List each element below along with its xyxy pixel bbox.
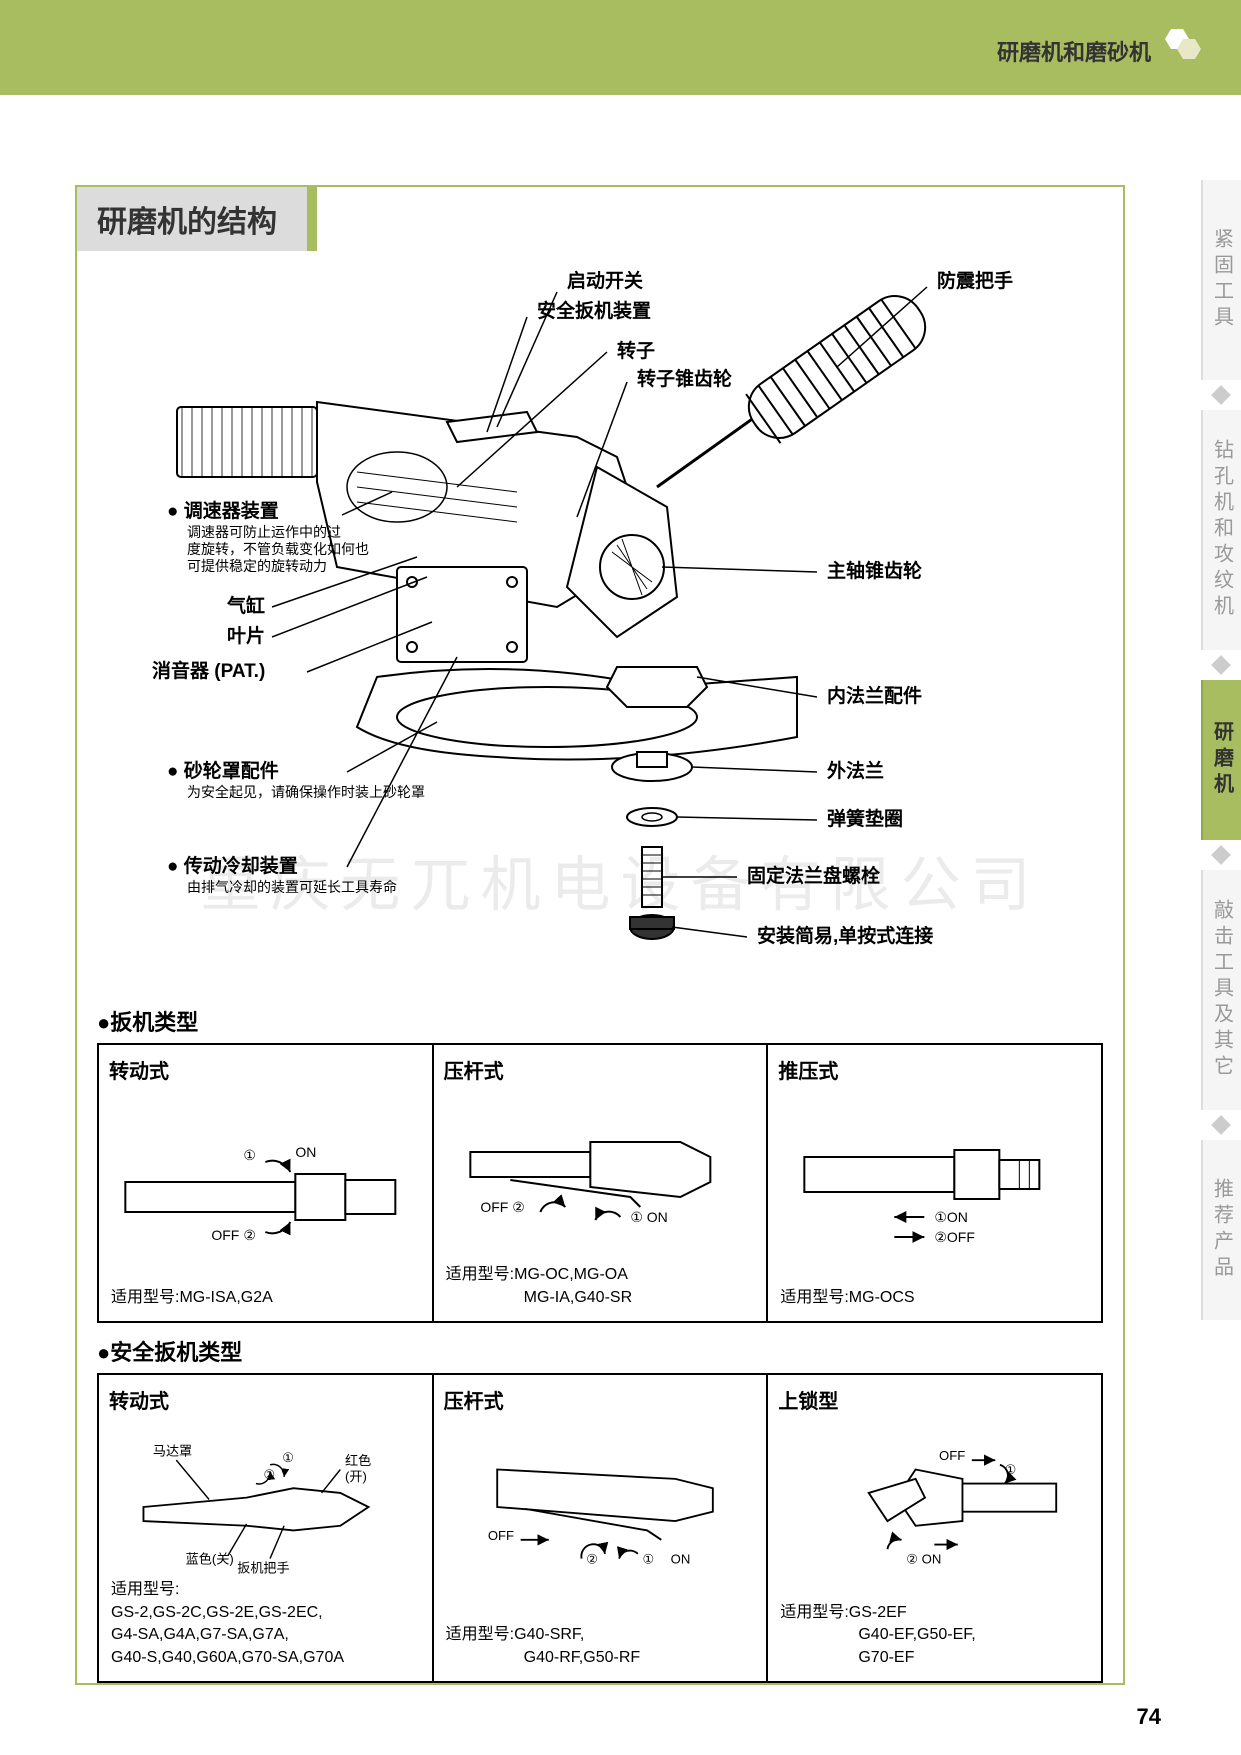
tab-divider-icon	[1211, 845, 1231, 865]
trigger-section-title: ●扳机类型	[97, 1005, 1123, 1037]
side-tabs: 紧固工具 钻孔机和攻纹机 研磨机 敲击工具及其它 推荐产品	[1201, 180, 1241, 1323]
svg-text:①: ①	[243, 1147, 256, 1163]
svg-text:OFF: OFF	[211, 1227, 239, 1243]
label-spindle-gear: 主轴锥齿轮	[827, 559, 922, 582]
label-rotor: 转子	[617, 339, 655, 362]
svg-text:①: ①	[282, 1450, 294, 1465]
svg-text:蓝色(关): 蓝色(关)	[186, 1550, 234, 1566]
cell-title: 转动式	[109, 1055, 422, 1084]
safety-cell-rotary: 转动式 马达罩 扳机把手 红色 (开) 蓝色(关) ① ② 适用型号:	[97, 1373, 434, 1683]
svg-text:(开): (开)	[345, 1469, 367, 1484]
section-title: 研磨机的结构	[75, 185, 317, 251]
safety-section-title: ●安全扳机类型	[97, 1335, 1123, 1367]
page-number: 74	[1137, 1704, 1161, 1730]
label-inner-flange: 内法兰配件	[827, 684, 922, 707]
svg-text:ON: ON	[670, 1551, 690, 1566]
cell-title: 上锁型	[778, 1385, 1091, 1414]
cell-title: 转动式	[109, 1385, 422, 1414]
svg-text:②OFF: ②OFF	[935, 1229, 976, 1245]
svg-text:②: ②	[586, 1551, 598, 1566]
label-fixing-bolt: 固定法兰盘螺栓	[747, 864, 880, 887]
cell-models: 适用型号:G40-SRF, G40-RF,G50-RF	[446, 1624, 755, 1669]
tab-divider-icon	[1211, 1115, 1231, 1135]
safety-section: ●安全扳机类型 转动式 马达罩 扳机把手 红色 (开) 蓝色(关) ① ②	[77, 1327, 1123, 1683]
svg-text:①: ①	[642, 1551, 654, 1566]
cell-models: 适用型号:MG-ISA,G2A	[111, 1287, 420, 1309]
safety-cell-lock: 上锁型 OFF ① ② ON 适用型号:GS-2EF G40-EF,G50-EF…	[768, 1373, 1103, 1683]
label-governor-d1: 调速器可防止运作中的过	[187, 524, 341, 540]
content-frame: 研磨机的结构	[75, 185, 1125, 1685]
trigger-cell-push: 推压式 ①ON ②OFF 适用型号:MG-OCS	[768, 1043, 1103, 1323]
top-bar: 研磨机和磨砂机	[0, 0, 1241, 95]
trigger-section: ●扳机类型 转动式 ON ① ② OFF 适用型号:MG-I	[77, 997, 1123, 1323]
tab-divider-icon	[1211, 655, 1231, 675]
trigger-cell-rotary: 转动式 ON ① ② OFF 适用型号:MG-ISA,G2A	[97, 1043, 434, 1323]
trigger-lever-diagram: OFF ② ① ON	[444, 1102, 757, 1252]
side-tab-drill[interactable]: 钻孔机和攻纹机	[1201, 410, 1241, 650]
safety-lever-diagram: OFF ② ① ON	[444, 1432, 757, 1582]
category-label: 研磨机和磨砂机	[997, 35, 1151, 67]
label-rotor-gear: 转子锥齿轮	[637, 367, 732, 390]
svg-text:OFF: OFF	[939, 1448, 965, 1463]
svg-text:OFF ②: OFF ②	[480, 1199, 524, 1215]
cell-models: 适用型号:MG-OC,MG-OA MG-IA,G40-SR	[446, 1264, 755, 1309]
label-cylinder: 气缸	[226, 594, 265, 617]
cell-models: 适用型号:MG-OCS	[780, 1287, 1089, 1309]
label-guard: ● 砂轮罩配件	[167, 759, 279, 782]
cell-models: 适用型号: GS-2,GS-2C,GS-2E,GS-2EC, G4-SA,G4A…	[111, 1579, 420, 1669]
label-cooling-desc: 由排气冷却的装置可延长工具寿命	[187, 879, 397, 895]
label-start-switch: 启动开关	[567, 269, 643, 292]
cell-models: 适用型号:GS-2EF G40-EF,G50-EF, G70-EF	[780, 1602, 1089, 1669]
main-diagram: 启动开关 安全扳机装置 转子 转子锥齿轮 防震把手 ● 调速器装置 调速器可防止…	[97, 257, 1097, 987]
safety-lock-diagram: OFF ① ② ON	[778, 1432, 1091, 1582]
side-tab-recommend[interactable]: 推荐产品	[1201, 1140, 1241, 1320]
svg-text:①ON: ①ON	[935, 1209, 969, 1225]
svg-text:① ON: ① ON	[630, 1209, 667, 1225]
cell-title: 推压式	[778, 1055, 1091, 1084]
safety-cell-lever: 压杆式 OFF ② ① ON 适用型号:G40-SRF, G40-RF,G50-…	[434, 1373, 769, 1683]
svg-text:②: ②	[243, 1227, 256, 1243]
svg-text:扳机把手: 扳机把手	[237, 1561, 289, 1576]
label-silencer: 消音器 (PAT.)	[152, 659, 265, 682]
svg-text:ON: ON	[295, 1144, 316, 1160]
cell-title: 压杆式	[444, 1055, 757, 1084]
trigger-cell-lever: 压杆式 OFF ② ① ON 适用型号:MG-OC,MG-OA MG-IA,G4…	[434, 1043, 769, 1323]
label-governor-d3: 可提供稳定的旋转动力	[187, 558, 327, 574]
side-tab-fastening[interactable]: 紧固工具	[1201, 180, 1241, 380]
label-outer-flange: 外法兰	[827, 759, 884, 782]
label-spring-washer: 弹簧垫圈	[827, 807, 903, 830]
side-tab-grinder[interactable]: 研磨机	[1201, 680, 1241, 840]
side-tab-impact[interactable]: 敲击工具及其它	[1201, 870, 1241, 1110]
cell-title: 压杆式	[444, 1385, 757, 1414]
label-easy-install: 安装简易,单按式连接	[757, 924, 933, 947]
label-governor: ● 调速器装置	[167, 499, 279, 522]
label-vane: 叶片	[227, 624, 265, 647]
svg-text:马达罩: 马达罩	[153, 1443, 192, 1458]
hex-icon	[1161, 25, 1201, 61]
label-cooling: ● 传动冷却装置	[167, 854, 298, 877]
svg-text:② ON: ② ON	[907, 1551, 942, 1566]
trigger-rotary-diagram: ON ① ② OFF	[109, 1102, 422, 1252]
label-shock-handle: 防震把手	[937, 269, 1013, 292]
safety-rotary-diagram: 马达罩 扳机把手 红色 (开) 蓝色(关) ① ②	[109, 1432, 422, 1582]
label-safety-trigger: 安全扳机装置	[537, 299, 651, 322]
svg-text:红色: 红色	[345, 1452, 371, 1468]
tab-divider-icon	[1211, 385, 1231, 405]
svg-text:OFF: OFF	[488, 1528, 514, 1543]
label-governor-d2: 度旋转，不管负载变化如何也	[187, 541, 369, 557]
trigger-push-diagram: ①ON ②OFF	[778, 1102, 1091, 1252]
